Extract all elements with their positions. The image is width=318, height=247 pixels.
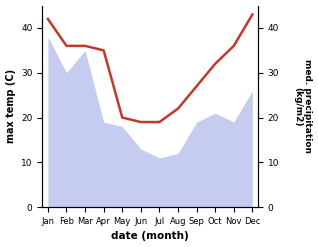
X-axis label: date (month): date (month): [111, 231, 189, 242]
Y-axis label: max temp (C): max temp (C): [5, 69, 16, 144]
Y-axis label: med. precipitation
(kg/m2): med. precipitation (kg/m2): [293, 59, 313, 153]
